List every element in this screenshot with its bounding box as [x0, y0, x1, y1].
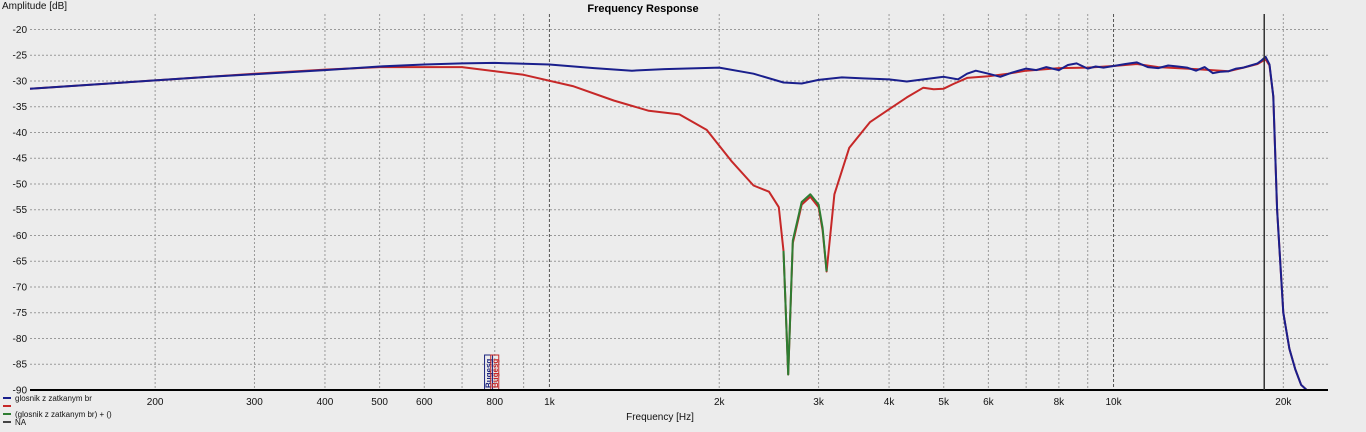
y-tick-label: -80: [13, 334, 28, 345]
x-tick-label: 4k: [884, 397, 896, 408]
x-tick-label: 6k: [983, 397, 995, 408]
y-tick-label: -45: [13, 154, 28, 165]
y-tick-label: -25: [13, 51, 28, 62]
y-tick-label: -75: [13, 308, 28, 319]
y-tick-label: -30: [13, 76, 28, 87]
x-tick-label: 600: [416, 397, 433, 408]
y-tick-label: -90: [13, 386, 28, 397]
x-tick-label: 1k: [544, 397, 556, 408]
x-tick-label: 300: [246, 397, 263, 408]
y-tick-label: -35: [13, 102, 28, 113]
series-layer: [29, 55, 1308, 391]
y-tick-label: -70: [13, 282, 28, 293]
x-tick-label: 200: [147, 397, 164, 408]
x-tick-label: 400: [317, 397, 334, 408]
series-line-0: [29, 55, 1308, 391]
y-tick-label: -85: [13, 360, 28, 371]
x-axis-title: Frequency [Hz]: [626, 412, 694, 423]
x-tick-label: 800: [486, 397, 503, 408]
legend-label-3: NA: [15, 418, 27, 427]
x-tick-label: 8k: [1054, 397, 1066, 408]
y-tick-label: -60: [13, 231, 28, 242]
y-axis-title: Amplitude [dB]: [2, 1, 67, 12]
y-tick-label: -20: [13, 25, 28, 36]
plot-area: [30, 14, 1328, 390]
y-tick-label: -65: [13, 257, 28, 268]
x-tick-label: 5k: [938, 397, 950, 408]
x-tick-label: 2k: [714, 397, 726, 408]
x-tick-label: 10k: [1105, 397, 1122, 408]
marker-label-1: Bugesg: [491, 359, 500, 388]
x-tick-label: 500: [371, 397, 388, 408]
y-tick-label: -40: [13, 128, 28, 139]
legend-label-2: (glosnik z zatkanym br) + (): [15, 410, 112, 419]
series-line-2: [782, 193, 828, 376]
axis-layer: -20 -25 -30 -35 -40 -45 -50 -55 -60 -65 -70 -75 -80 -…: [13, 14, 1328, 408]
x-tick-label: 20k: [1275, 397, 1292, 408]
x-tick-label: 3k: [813, 397, 825, 408]
legend: glosnik z zatkanym br (glosnik z zatkanym…: [3, 394, 112, 427]
y-tick-label: -50: [13, 179, 28, 190]
chart-title: Frequency Response: [587, 3, 698, 15]
marker-label-0: Bugesg: [485, 359, 494, 388]
legend-label-0: glosnik z zatkanym br: [15, 394, 92, 403]
y-tick-label: -55: [13, 205, 28, 216]
